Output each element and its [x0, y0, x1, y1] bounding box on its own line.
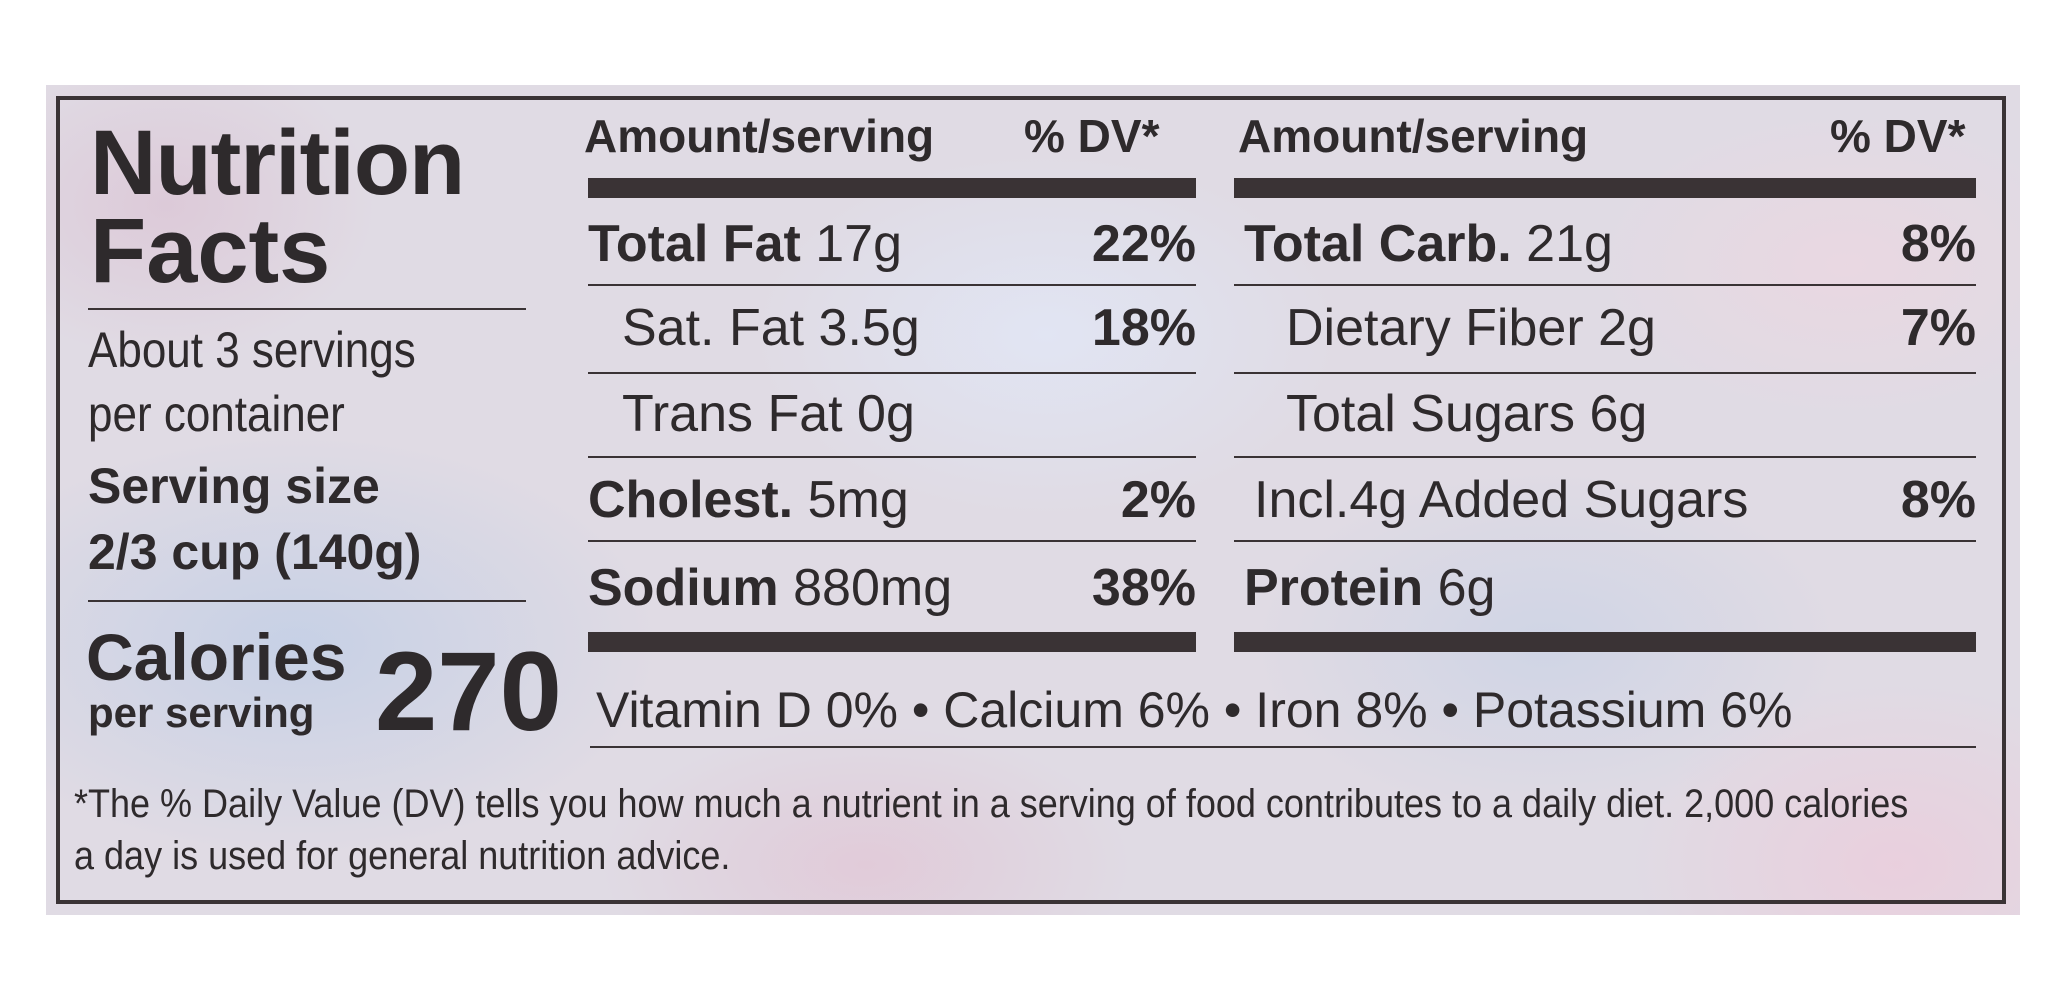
left-dv-header: % DV* [1024, 110, 1160, 162]
table-row: Total Fat 17g [588, 215, 903, 273]
label-title-line2: Facts [90, 200, 331, 302]
table-row: Total Carb. 21g [1244, 215, 1613, 273]
calories-value: 270 [375, 629, 562, 754]
divider [588, 540, 1196, 542]
divider [588, 372, 1196, 374]
serving-size-label: Serving size [88, 458, 380, 514]
daily-value-footnote-line2: a day is used for general nutrition advi… [74, 834, 731, 878]
calories-label: Calories [86, 620, 347, 694]
vitamins-minerals-line: Vitamin D 0% • Calcium 6% • Iron 8% • Po… [596, 682, 1793, 738]
divider [88, 600, 526, 602]
daily-value: 18% [1091, 299, 1196, 357]
servings-per-container-line1: About 3 servings [88, 322, 416, 378]
nutrition-label-frame [56, 96, 2006, 904]
daily-value: 8% [1900, 471, 1976, 529]
divider [1234, 284, 1976, 286]
daily-value: 8% [1900, 215, 1976, 273]
calories-per-serving-label: per serving [88, 689, 315, 736]
table-row: Sodium 880mg [588, 559, 953, 617]
thick-divider [588, 632, 1196, 652]
thick-divider [1234, 632, 1976, 652]
daily-value: 38% [1091, 559, 1196, 617]
table-row: Trans Fat 0g [622, 385, 915, 443]
table-row: Dietary Fiber 2g [1286, 299, 1656, 357]
table-row: Protein 6g [1244, 559, 1496, 617]
left-amount-header: Amount/serving [584, 110, 935, 162]
table-row: Total Sugars 6g [1286, 385, 1648, 443]
divider [588, 456, 1196, 458]
divider [1234, 372, 1976, 374]
divider [88, 308, 526, 310]
table-row: Incl.4g Added Sugars [1254, 471, 1749, 529]
thick-divider [588, 178, 1196, 198]
serving-size-value: 2/3 cup (140g) [88, 524, 422, 580]
thick-divider [1234, 178, 1976, 198]
daily-value: 22% [1091, 215, 1196, 273]
divider [1234, 456, 1976, 458]
daily-value-footnote-line1: *The % Daily Value (DV) tells you how mu… [74, 782, 1909, 826]
right-amount-header: Amount/serving [1238, 110, 1589, 162]
package-photo-background [46, 85, 2020, 915]
table-row: Sat. Fat 3.5g [622, 299, 920, 357]
daily-value: 7% [1900, 299, 1976, 357]
divider [590, 746, 1976, 748]
divider [588, 284, 1196, 286]
daily-value: 2% [1120, 471, 1196, 529]
label-title-line1: Nutrition [90, 112, 465, 214]
servings-per-container-line2: per container [88, 386, 345, 442]
right-dv-header: % DV* [1830, 110, 1966, 162]
table-row: Cholest. 5mg [588, 471, 909, 529]
divider [1234, 540, 1976, 542]
